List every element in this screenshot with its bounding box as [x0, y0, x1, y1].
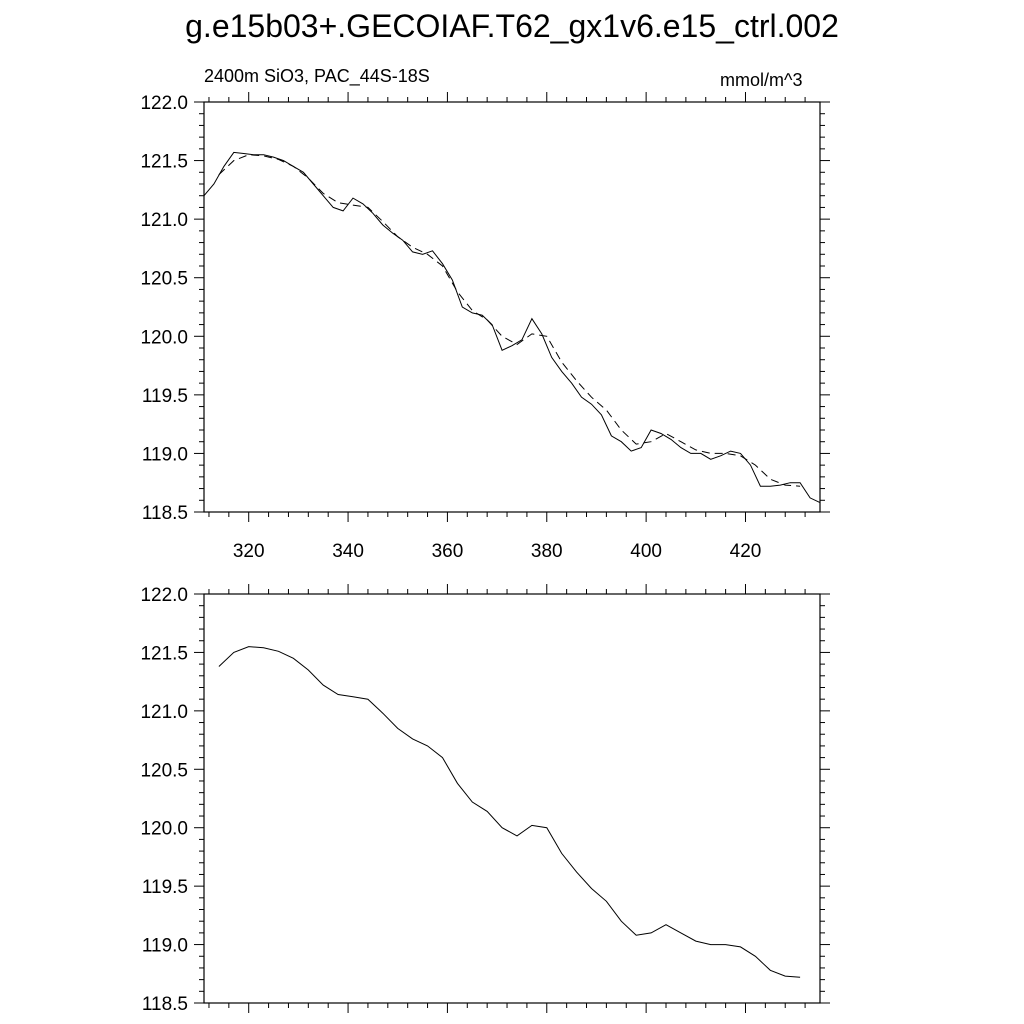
top-x-tick-label: 320 [233, 541, 265, 562]
bottom-y-tick-label: 122.0 [140, 585, 188, 606]
top-series-smoothed-line [218, 154, 801, 487]
top-y-tick-label: 121.5 [140, 152, 188, 173]
figure-title: g.e15b03+.GECOIAF.T62_gx1v6.e15_ctrl.002 [185, 8, 839, 44]
top-y-tick-label: 118.5 [142, 503, 188, 524]
top-x-tick-label: 380 [531, 541, 563, 562]
bottom-plot-frame [203, 593, 821, 1004]
top-y-tick-label: 122.0 [140, 93, 188, 114]
top-y-tick-label: 120.5 [140, 269, 188, 290]
bottom-y-tick-label: 121.0 [140, 702, 188, 723]
top-x-tick-label: 340 [332, 541, 364, 562]
units-label: mmol/m^3 [720, 70, 803, 90]
bottom-y-tick-label: 119.0 [142, 936, 188, 957]
bottom-y-tick-label: 120.0 [140, 819, 188, 840]
panel-top-subtitle: 2400m SiO3, PAC_44S-18S [204, 66, 430, 86]
top-y-tick-label: 121.0 [140, 210, 188, 231]
top-plot-frame [203, 101, 821, 513]
bottom-series-smoothed-line [218, 646, 801, 978]
top-y-tick-label: 119.0 [142, 444, 188, 465]
bottom-y-tick-label: 121.5 [140, 643, 188, 664]
top-x-tick-label: 420 [730, 541, 762, 562]
top-series-raw-line [203, 151, 821, 504]
top-x-tick-label: 360 [432, 541, 464, 562]
bottom-y-tick-label: 120.5 [140, 760, 188, 781]
top-y-tick-label: 119.5 [142, 386, 188, 407]
top-x-tick-label: 400 [630, 541, 662, 562]
bottom-y-tick-label: 118.5 [142, 994, 188, 1015]
bottom-y-tick-label: 119.5 [142, 877, 188, 898]
top-y-tick-label: 120.0 [140, 327, 188, 348]
